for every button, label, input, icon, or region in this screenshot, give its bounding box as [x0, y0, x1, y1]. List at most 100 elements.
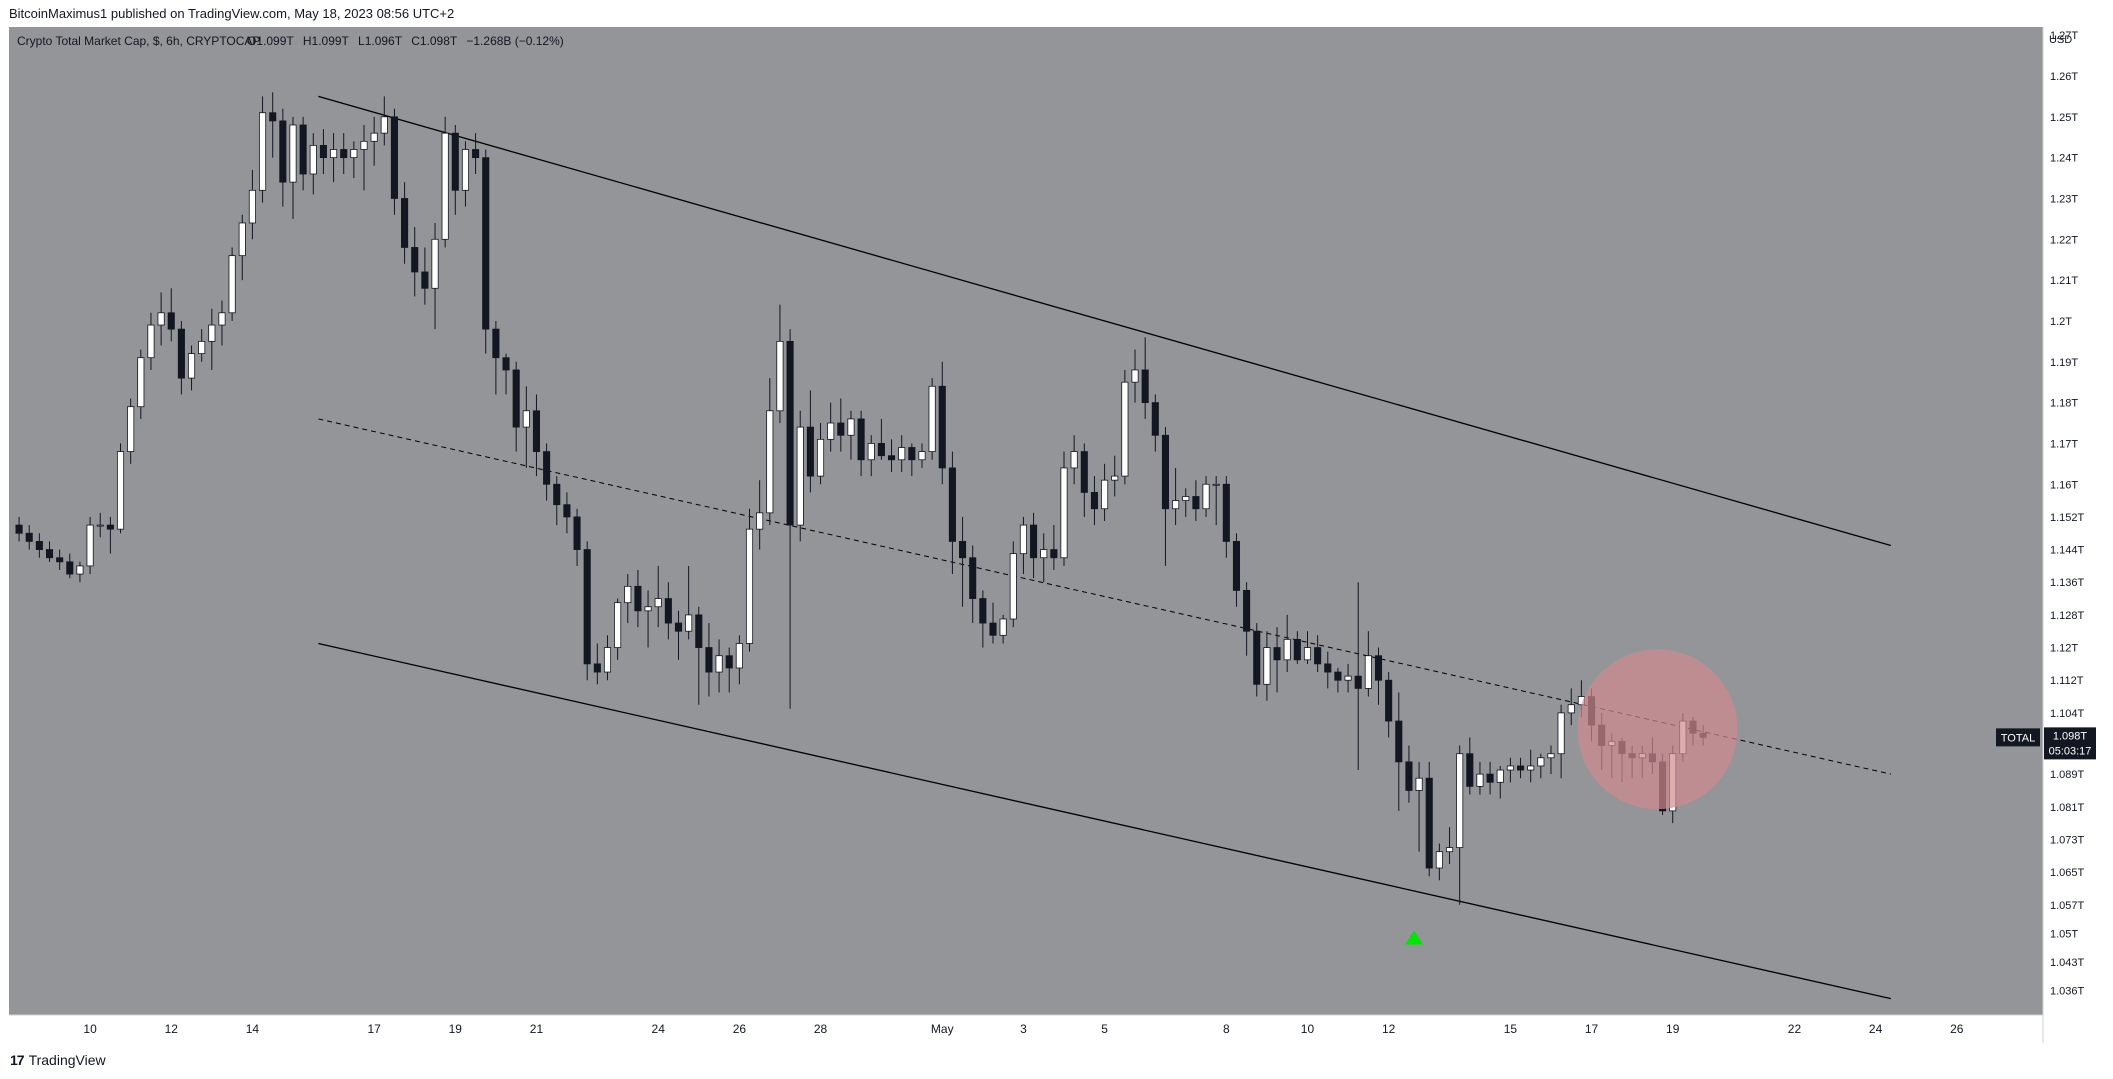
candle	[969, 557, 977, 599]
candle	[999, 618, 1007, 636]
x-tick-label: 28	[814, 1022, 828, 1036]
y-tick-label: 1.081T	[2050, 802, 2085, 814]
candle	[208, 324, 216, 342]
candle	[1405, 761, 1413, 791]
candle	[898, 447, 906, 461]
y-tick-label: 1.043T	[2050, 957, 2085, 969]
candle	[421, 271, 429, 289]
candle	[259, 112, 267, 191]
candle	[411, 247, 419, 273]
candle	[1506, 765, 1514, 771]
candle	[614, 602, 622, 648]
time-axis[interactable]: 10 12 14 17 19 21 24 26 28 May 3 5 8 10 12 15 17 19 22 24 26	[83, 1022, 1963, 1036]
candle	[76, 565, 84, 575]
candle	[1415, 777, 1423, 791]
candle	[1547, 753, 1555, 759]
candle	[725, 655, 733, 669]
y-tick-label: 1.112T	[2050, 675, 2084, 687]
candle	[319, 144, 327, 159]
price-tag: TOTAL 1.098T 05:03:17	[1996, 727, 2096, 760]
candle	[938, 385, 946, 469]
candle	[1334, 671, 1342, 681]
symbol-tag-bg	[1996, 728, 2040, 747]
candle	[928, 385, 936, 452]
candle	[1364, 655, 1372, 689]
candle	[1496, 769, 1504, 783]
candle	[1435, 851, 1443, 869]
candle	[1151, 402, 1159, 436]
x-tick-label: 10	[83, 1022, 97, 1036]
y-tick-label: 1.152T	[2050, 512, 2085, 524]
candle	[370, 132, 378, 142]
candle	[198, 340, 206, 355]
candle	[35, 541, 43, 550]
candle	[756, 512, 764, 530]
candle	[735, 643, 743, 669]
y-tick-label: 1.104T	[2050, 708, 2085, 720]
candle	[1466, 753, 1474, 787]
candle	[218, 312, 226, 326]
y-tick-label: 1.128T	[2050, 610, 2085, 622]
publish-header: BitcoinMaximus1 published on TradingView…	[0, 0, 2113, 27]
candle	[654, 598, 662, 608]
candle	[959, 541, 967, 559]
price-axis[interactable]: 1.27T 1.26T 1.25T 1.24T 1.23T 1.22T 1.21T 1.2T 1…	[2050, 30, 2085, 997]
publish-info: BitcoinMaximus1 published on TradingView…	[9, 6, 455, 21]
candle	[867, 443, 875, 461]
x-tick-label: 14	[246, 1022, 260, 1036]
candle	[461, 149, 469, 191]
y-tick-label: 1.073T	[2050, 834, 2085, 846]
candle	[25, 532, 33, 542]
x-tick-label: 10	[1301, 1022, 1315, 1036]
candle	[705, 647, 713, 673]
candle	[157, 312, 165, 326]
candle	[1212, 483, 1220, 486]
y-tick-label: 1.12T	[2050, 643, 2078, 655]
candle	[1425, 777, 1433, 869]
candle	[786, 340, 794, 526]
candle	[1456, 753, 1464, 849]
candle	[238, 222, 246, 257]
chart[interactable]: Crypto Total Market Cap, $, 6h, CRYPTOCA…	[0, 27, 2113, 1043]
x-tick-label: 3	[1020, 1022, 1027, 1036]
candle	[1182, 496, 1190, 501]
legend-o-label: O	[247, 34, 256, 48]
candle	[1263, 647, 1271, 685]
candle	[948, 467, 956, 542]
candle	[543, 451, 551, 485]
candle	[472, 149, 480, 159]
candle	[106, 524, 114, 530]
candle	[1273, 647, 1281, 661]
candle	[330, 149, 338, 159]
candle	[390, 116, 398, 199]
symbol-tag-label: TOTAL	[2001, 732, 2035, 744]
y-tick-label: 1.089T	[2050, 769, 2085, 781]
x-tick-label: 22	[1788, 1022, 1802, 1036]
plot-area[interactable]	[9, 27, 2043, 1015]
x-tick-label: 12	[1382, 1022, 1396, 1036]
tradingview-logo[interactable]: 17 TradingView	[10, 1052, 106, 1068]
candle	[1141, 369, 1149, 404]
candle	[15, 524, 23, 534]
candle	[1516, 765, 1525, 771]
candle	[279, 120, 287, 183]
x-tick-label: 26	[1950, 1022, 1964, 1036]
candle	[1030, 524, 1038, 559]
candle	[979, 598, 987, 624]
candle	[857, 418, 865, 461]
candle	[1172, 500, 1180, 510]
candle	[1314, 647, 1322, 665]
candle	[1527, 765, 1535, 771]
price-tag-value: 1.098T	[2053, 730, 2088, 742]
candle	[248, 189, 256, 224]
x-tick-label: 19	[1666, 1022, 1680, 1036]
candle	[492, 328, 500, 359]
candle	[1101, 479, 1109, 510]
candle	[624, 585, 632, 604]
highlight-group	[1405, 649, 1738, 945]
candle	[1202, 483, 1210, 510]
candle	[745, 528, 754, 644]
y-tick-label: 1.27T	[2050, 30, 2078, 42]
candle	[1395, 720, 1403, 763]
legend-change: −1.268B (−0.12%)	[466, 34, 563, 48]
